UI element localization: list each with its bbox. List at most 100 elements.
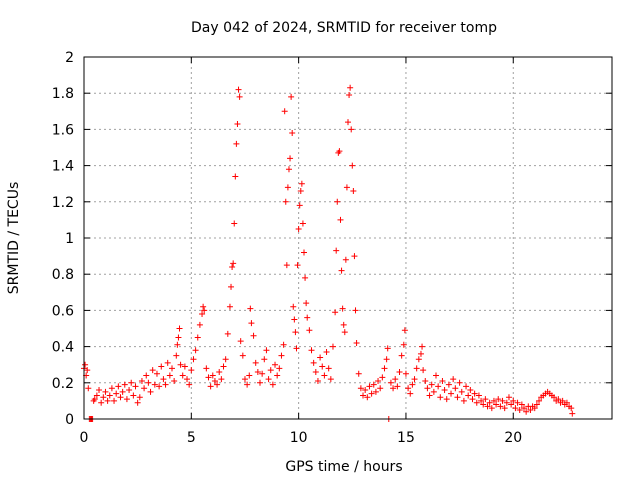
data-point: [493, 401, 500, 408]
data-point: [569, 410, 576, 417]
chart-title: Day 042 of 2024, SRMTID for receiver tom…: [191, 20, 497, 36]
data-point: [244, 381, 251, 388]
data-point: [263, 347, 270, 354]
data-point: [209, 372, 216, 379]
data-point: [551, 394, 558, 401]
data-point: [301, 249, 307, 256]
data-point: [291, 316, 298, 323]
data-point: [190, 356, 197, 363]
data-point: [233, 140, 240, 147]
data-point: [497, 403, 504, 410]
data-point: [145, 379, 152, 386]
data-point: [265, 376, 272, 383]
data-point: [531, 405, 538, 412]
data-point: [460, 397, 467, 404]
data-point: [184, 376, 191, 383]
data-point: [430, 388, 437, 395]
data-point: [443, 396, 450, 403]
data-point: [422, 377, 429, 384]
data-point: [319, 363, 326, 370]
data-point: [175, 334, 182, 341]
data-points: [81, 84, 576, 422]
data-point: [480, 401, 487, 408]
data-point: [216, 368, 223, 375]
data-point: [235, 86, 242, 93]
data-point: [136, 394, 143, 401]
y-tick-label: 1.4: [52, 159, 74, 175]
data-point: [368, 390, 375, 397]
data-point: [495, 396, 502, 403]
data-point: [401, 327, 408, 334]
data-point: [241, 376, 248, 383]
data-point: [162, 381, 169, 388]
data-point: [396, 368, 403, 375]
data-point: [503, 399, 510, 406]
data-point: [156, 383, 163, 390]
data-point: [290, 303, 297, 310]
data-point: [278, 352, 285, 359]
data-point: [292, 329, 299, 336]
data-point: [454, 394, 461, 401]
data-point: [352, 307, 359, 314]
y-tick-label: 0.4: [52, 340, 74, 356]
x-tick-labels: 0 5 10 15 20: [80, 430, 523, 446]
data-point: [93, 392, 100, 399]
data-point: [339, 305, 346, 312]
data-point: [299, 220, 306, 227]
data-point: [327, 376, 334, 383]
data-point: [232, 173, 239, 180]
data-point: [298, 180, 305, 187]
data-point: [329, 343, 336, 350]
data-point: [254, 368, 261, 375]
y-tick-label: 1.6: [52, 122, 74, 138]
data-point: [488, 405, 495, 412]
x-axis-label: GPS time / hours: [285, 459, 402, 475]
data-point: [514, 399, 521, 406]
data-point: [294, 262, 301, 269]
y-tick-label: 0.8: [52, 267, 74, 283]
data-point: [106, 392, 113, 399]
data-point: [415, 356, 422, 363]
data-point: [375, 377, 382, 384]
data-point: [200, 303, 207, 310]
data-point: [341, 329, 348, 336]
data-point: [250, 332, 257, 339]
data-point: [282, 198, 289, 205]
data-point: [297, 187, 304, 194]
data-point: [323, 349, 330, 356]
data-point: [317, 354, 324, 361]
data-point: [130, 392, 137, 399]
data-point: [113, 390, 120, 397]
data-point: [456, 379, 463, 386]
data-point: [366, 383, 373, 390]
data-point: [284, 184, 291, 191]
data-point: [508, 401, 515, 408]
data-point: [169, 365, 175, 372]
data-point: [229, 263, 236, 270]
data-point: [230, 260, 237, 267]
data-point: [357, 385, 364, 392]
y-tick-label: 1.2: [52, 195, 74, 211]
data-point: [527, 406, 534, 413]
data-point: [104, 397, 111, 404]
data-point: [138, 377, 145, 384]
data-point: [420, 367, 427, 374]
data-point: [117, 394, 124, 401]
data-point: [115, 383, 122, 390]
data-point: [108, 385, 115, 392]
data-point: [411, 376, 418, 383]
data-point: [516, 406, 523, 413]
data-point: [568, 405, 575, 412]
data-point: [196, 321, 203, 328]
x-tick-label: 5: [187, 430, 196, 446]
data-point: [360, 392, 367, 399]
data-point: [224, 330, 231, 337]
data-point: [160, 376, 167, 383]
data-point: [179, 372, 186, 379]
data-point: [482, 396, 489, 403]
data-point: [199, 311, 206, 318]
data-point: [174, 341, 181, 348]
data-point: [458, 388, 465, 395]
data-point: [134, 399, 141, 406]
